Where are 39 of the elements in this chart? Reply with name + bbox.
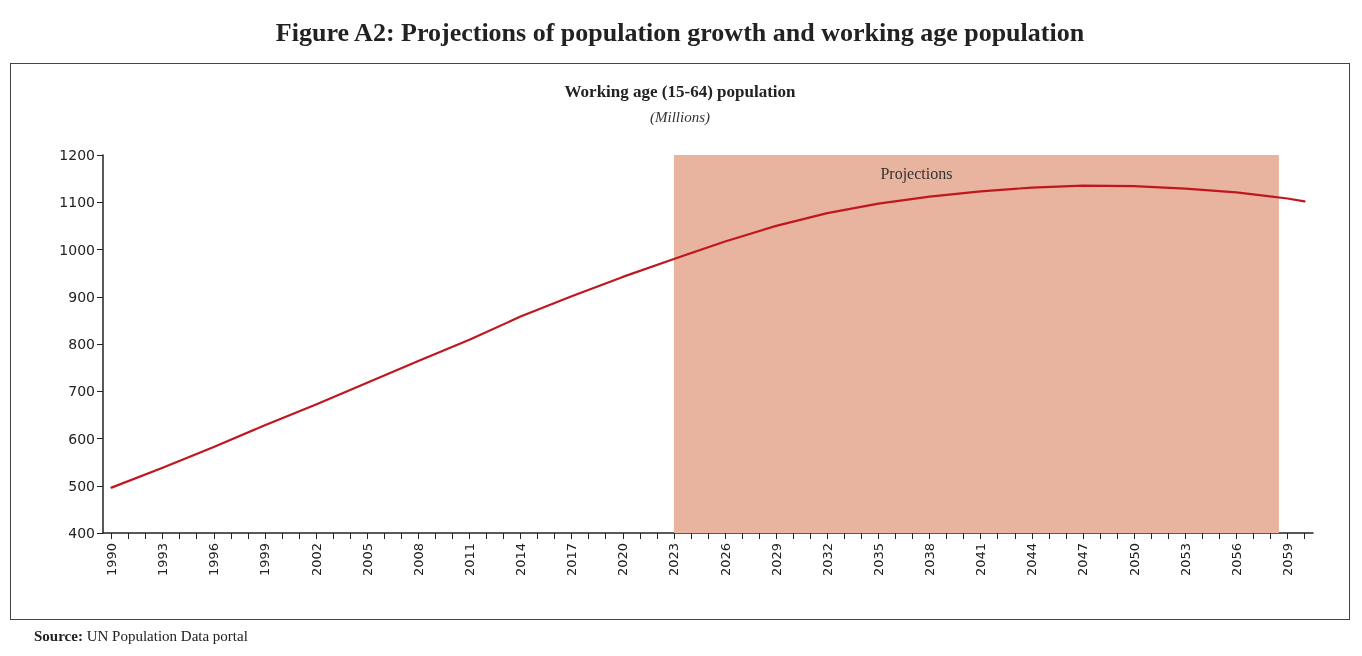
x-tick-label: 2041 (973, 543, 989, 577)
chart-title: Figure A2: Projections of population growth and working age population (274, 18, 1086, 48)
x-tick-label: 2008 (410, 543, 426, 577)
x-tick-label: 2011 (461, 543, 477, 577)
x-tick-label: 2047 (1075, 543, 1091, 577)
band-label: Projections (880, 164, 953, 183)
x-tick-label: 2035 (870, 543, 886, 577)
x-tick-label: 1990 (104, 543, 120, 577)
x-tick-label: 2020 (615, 543, 631, 577)
x-tick-label: 2050 (1126, 543, 1142, 577)
x-tick-label: 2032 (819, 543, 835, 577)
x-tick-label: 2026 (717, 543, 733, 577)
x-tick-label: 1999 (257, 543, 273, 577)
x-tick-label: 2059 (1279, 543, 1295, 577)
x-tick-label: 2038 (922, 543, 938, 577)
x-tick-label: 2023 (666, 543, 682, 577)
x-tick-label: 2044 (1024, 543, 1040, 577)
y-tick-label: 700 (68, 383, 95, 400)
y-tick-label: 1000 (59, 241, 95, 258)
x-tick-label: 2029 (768, 543, 784, 577)
x-tick-label: 2002 (308, 543, 324, 577)
x-tick-label: 1993 (155, 543, 171, 577)
y-tick-label: 1200 (59, 147, 95, 163)
y-tick-label: 600 (68, 430, 95, 447)
line-series (110, 184, 1306, 489)
x-tick-label: 2017 (564, 543, 580, 577)
x-tick-label: 1996 (206, 543, 222, 577)
x-tick-label: 2005 (359, 543, 375, 577)
x-tick-label: 2053 (1177, 543, 1193, 577)
y-axis-title: (Millions) (650, 108, 710, 126)
y-tick-label: 1100 (59, 194, 95, 211)
y-tick-label: 400 (68, 525, 95, 541)
y-tick-label: 900 (68, 288, 95, 305)
x-tick-label: 2014 (513, 543, 529, 577)
x-tick-label: 2056 (1228, 543, 1244, 577)
source-note: Source: UN Population Data portal (34, 628, 248, 645)
y-tick-label: 500 (68, 477, 95, 494)
y-tick-label: 800 (68, 336, 95, 352)
chart-subtitle: Working age (15-64) population (564, 82, 797, 101)
